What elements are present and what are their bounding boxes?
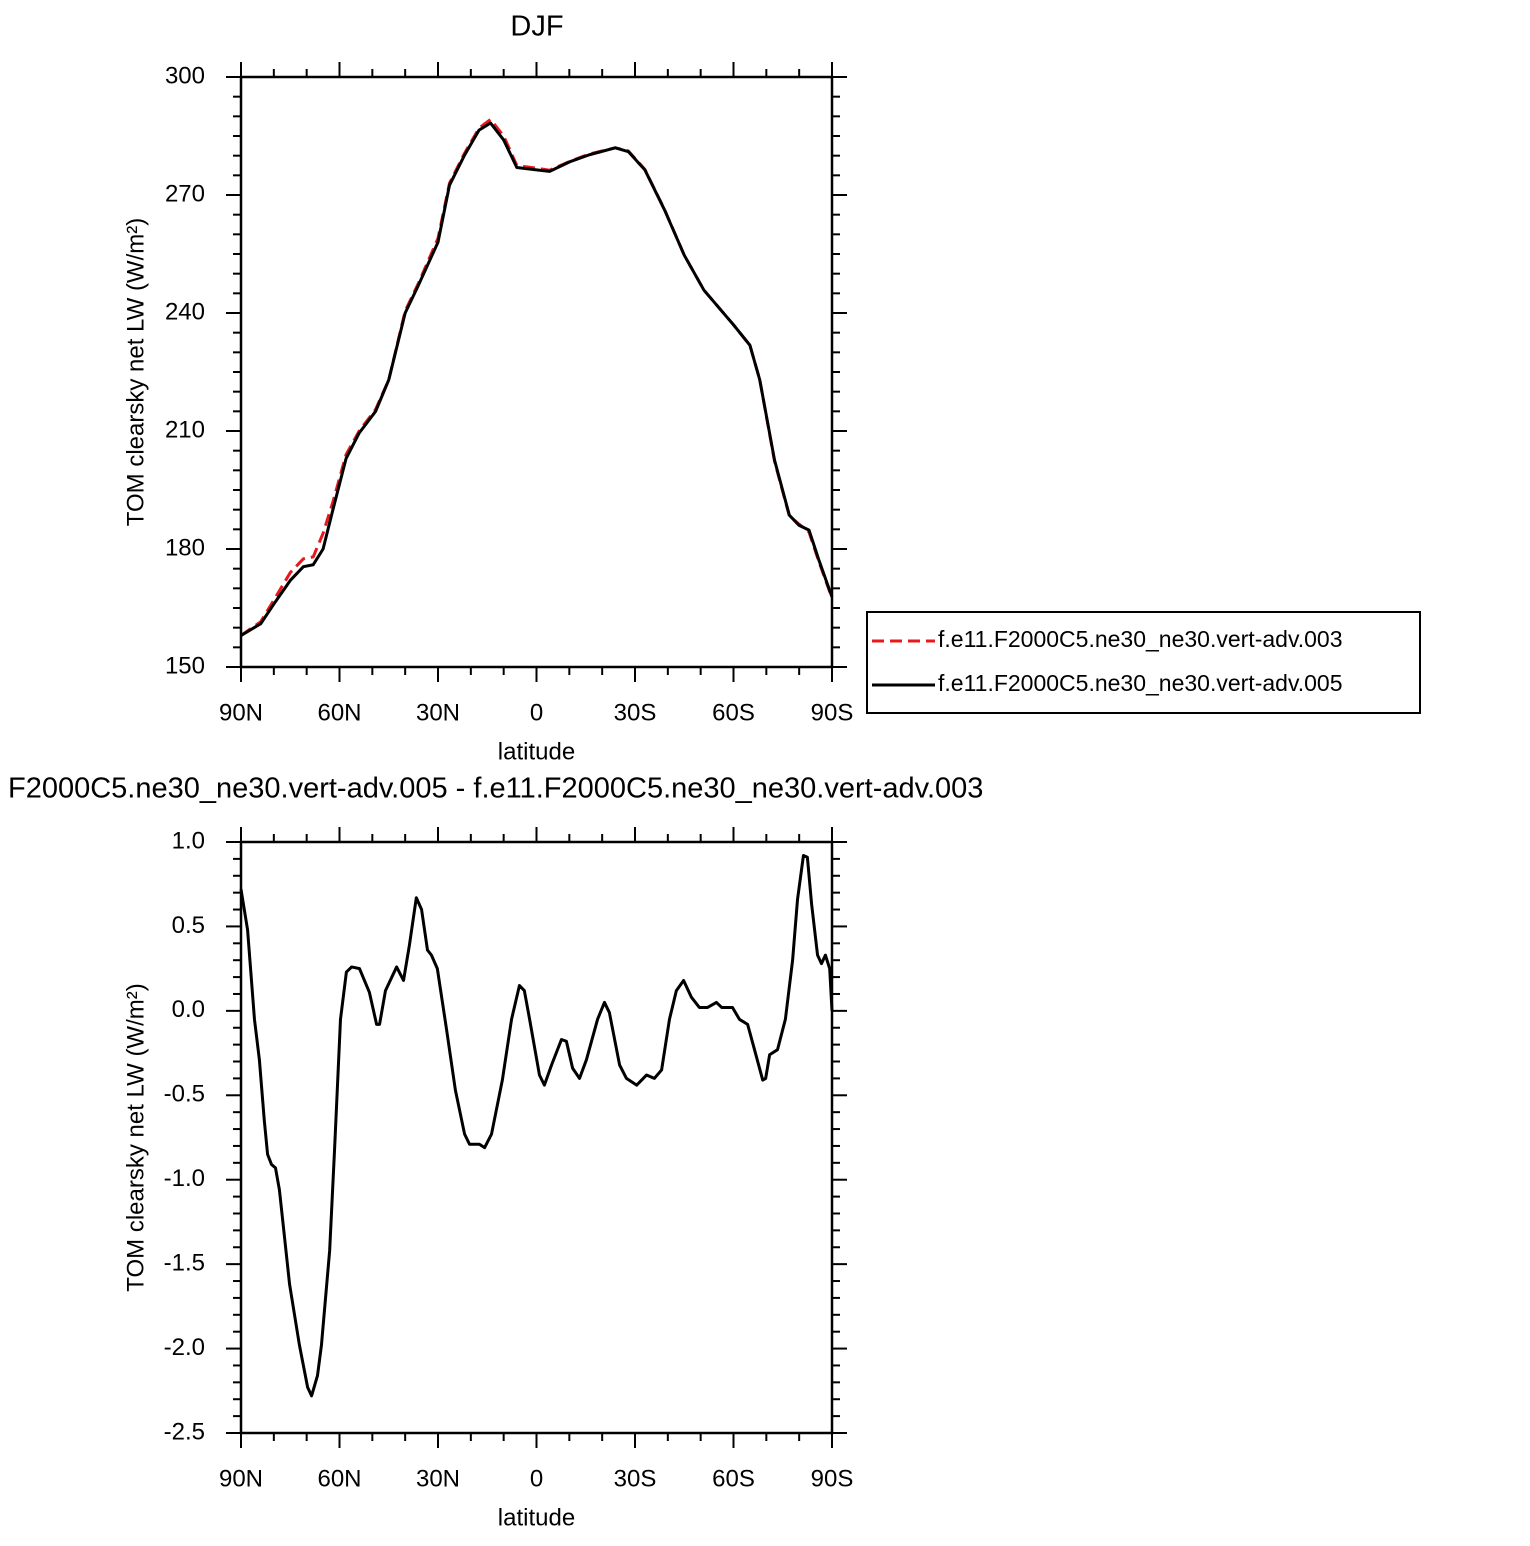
legend: f.e11.F2000C5.ne30_ne30.vert-adv.003 f.e1…: [866, 611, 1421, 714]
x-tick-label: 0: [530, 1465, 543, 1492]
y-tick-label: 150: [165, 652, 205, 679]
x-tick-label: 30S: [614, 1465, 657, 1492]
legend-box: [866, 611, 1421, 714]
chart-title: F2000C5.ne30_ne30.vert-adv.005 - f.e11.F…: [8, 773, 983, 805]
data-line: [239, 854, 834, 1398]
data-line: [240, 121, 834, 637]
y-tick-label: 300: [165, 62, 205, 89]
x-tick-label: 30N: [416, 1465, 460, 1492]
plot-frame: [239, 75, 834, 669]
y-axis-label: TOM clearsky net LW (W/m²): [122, 218, 149, 526]
plot-frame: [239, 840, 834, 1435]
x-axis-label: latitude: [498, 1504, 575, 1531]
x-axis-label: latitude: [498, 738, 575, 765]
x-tick-label: 0: [530, 699, 543, 726]
y-tick-label: -1.5: [164, 1249, 205, 1276]
x-tick-label: 60N: [317, 699, 361, 726]
y-tick-label: 180: [165, 534, 205, 561]
x-tick-label: 90N: [219, 1465, 263, 1492]
y-tick-label: 240: [165, 298, 205, 325]
legend-label: f.e11.F2000C5.ne30_ne30.vert-adv.003: [938, 626, 1343, 652]
x-tick-label: 60S: [712, 699, 755, 726]
y-tick-label: 210: [165, 416, 205, 443]
x-tick-label: 30N: [416, 699, 460, 726]
y-tick-label: -2.5: [164, 1418, 205, 1445]
x-tick-label: 30S: [614, 699, 657, 726]
y-tick-label: 0.0: [172, 996, 205, 1023]
chart: F2000C5.ne30_ne30.vert-adv.005 - f.e11.F…: [8, 773, 983, 1532]
y-axis-label: TOM clearsky net LW (W/m²): [122, 983, 149, 1291]
y-tick-label: 0.5: [172, 912, 205, 939]
x-tick-label: 90N: [219, 699, 263, 726]
chart-title: DJF: [510, 11, 563, 43]
x-tick-label: 90S: [811, 699, 854, 726]
legend-label: f.e11.F2000C5.ne30_ne30.vert-adv.005: [938, 670, 1343, 696]
y-tick-label: 1.0: [172, 827, 205, 854]
x-tick-label: 60S: [712, 1465, 755, 1492]
y-tick-label: 270: [165, 180, 205, 207]
chart: DJF latitude TOM clearsky net LW (W/m²) 150…: [122, 11, 1421, 765]
x-tick-label: 60N: [317, 1465, 361, 1492]
x-tick-label: 90S: [811, 1465, 854, 1492]
data-line: [240, 117, 834, 637]
y-tick-label: -2.0: [164, 1334, 205, 1361]
y-tick-label: -0.5: [164, 1081, 205, 1108]
y-tick-label: -1.0: [164, 1165, 205, 1192]
